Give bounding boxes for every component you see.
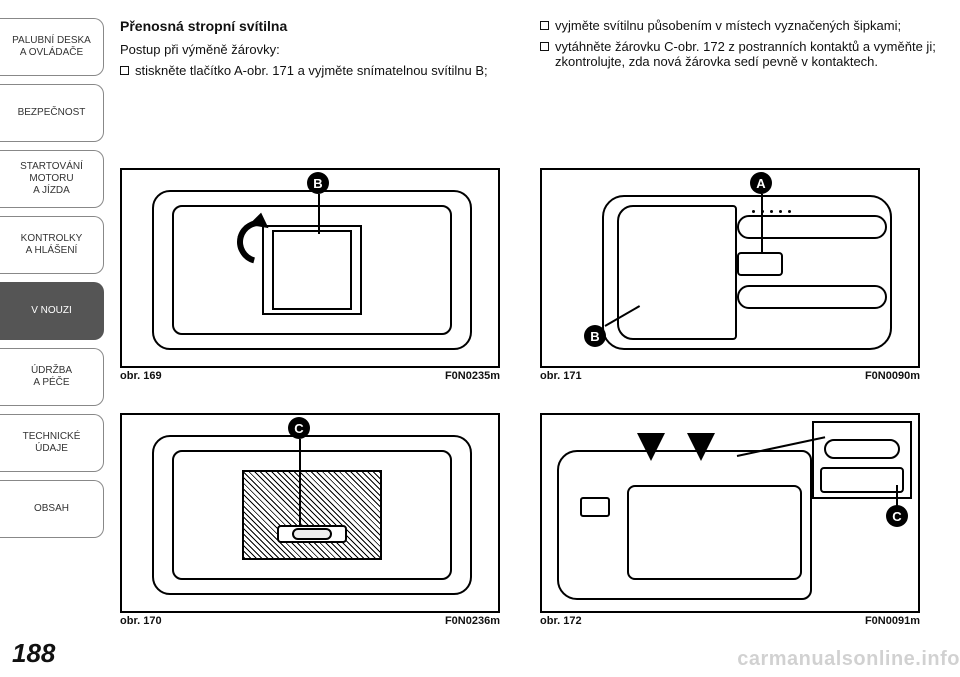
callout-c: C xyxy=(288,417,310,439)
figure-caption: obr. 169 F0N0235m xyxy=(120,370,500,382)
figure-number: obr. 169 xyxy=(120,370,162,382)
callout-b: B xyxy=(307,172,329,194)
bullet-text: vytáhněte žárovku C-obr. 172 z postranní… xyxy=(555,39,940,69)
nav-maintenance[interactable]: ÚDRŽBAA PÉČE xyxy=(0,348,104,406)
figure-number: obr. 172 xyxy=(540,615,582,627)
figure-code: F0N0235m xyxy=(445,370,500,382)
figure-box: C xyxy=(540,413,920,613)
bullet-icon xyxy=(120,66,129,75)
nav-label: PALUBNÍ DESKAA OVLÁDAČE xyxy=(12,35,91,59)
callout-b: B xyxy=(584,325,606,347)
page-number: 188 xyxy=(12,638,55,669)
section-heading: Přenosná stropní svítilna xyxy=(120,18,520,34)
callout-c: C xyxy=(886,505,908,527)
figure-number: obr. 170 xyxy=(120,615,162,627)
figure-box: C xyxy=(120,413,500,613)
nav-warnings[interactable]: KONTROLKYA HLÁŠENÍ xyxy=(0,216,104,274)
page-content: Přenosná stropní svítilna Postup při vým… xyxy=(120,18,942,658)
intro-line: Postup při výměně žárovky: xyxy=(120,42,520,57)
nav-label: BEZPEČNOST xyxy=(18,107,86,119)
figure-170: C obr. 170 F0N0236m xyxy=(120,413,500,627)
figure-172: C obr. 172 F0N0091m xyxy=(540,413,920,627)
nav-label: V NOUZI xyxy=(31,305,72,317)
nav-dashboard[interactable]: PALUBNÍ DESKAA OVLÁDAČE xyxy=(0,18,104,76)
nav-label: KONTROLKYA HLÁŠENÍ xyxy=(21,233,83,257)
nav-label: STARTOVÁNÍMOTORUA JÍZDA xyxy=(20,161,83,197)
bullet-icon xyxy=(540,21,549,30)
right-column: vyjměte svítilnu působením v místech vyz… xyxy=(540,18,940,75)
figure-box: B xyxy=(120,168,500,368)
figure-number: obr. 171 xyxy=(540,370,582,382)
sidebar-nav: PALUBNÍ DESKAA OVLÁDAČE BEZPEČNOST START… xyxy=(0,0,110,677)
watermark: carmanualsonline.info xyxy=(737,648,960,671)
figure-code: F0N0091m xyxy=(865,615,920,627)
left-column: Přenosná stropní svítilna Postup při vým… xyxy=(120,18,520,84)
figure-code: F0N0236m xyxy=(445,615,500,627)
nav-safety[interactable]: BEZPEČNOST xyxy=(0,84,104,142)
figure-caption: obr. 172 F0N0091m xyxy=(540,615,920,627)
bullet-icon xyxy=(540,42,549,51)
figure-caption: obr. 170 F0N0236m xyxy=(120,615,500,627)
figure-169: B obr. 169 F0N0235m xyxy=(120,168,500,382)
bullet-text: stiskněte tlačítko A-obr. 171 a vyjměte … xyxy=(135,63,488,78)
figure-code: F0N0090m xyxy=(865,370,920,382)
nav-starting[interactable]: STARTOVÁNÍMOTORUA JÍZDA xyxy=(0,150,104,208)
figure-caption: obr. 171 F0N0090m xyxy=(540,370,920,382)
bullet-item: vytáhněte žárovku C-obr. 172 z postranní… xyxy=(540,39,940,69)
bullet-text: vyjměte svítilnu působením v místech vyz… xyxy=(555,18,901,33)
figure-171: A B obr. 171 F0N0090m xyxy=(540,168,920,382)
nav-label: ÚDRŽBAA PÉČE xyxy=(31,365,72,389)
nav-label: OBSAH xyxy=(34,503,69,515)
nav-label: TECHNICKÉÚDAJE xyxy=(23,431,81,455)
callout-a: A xyxy=(750,172,772,194)
bullet-item: vyjměte svítilnu působením v místech vyz… xyxy=(540,18,940,33)
bullet-item: stiskněte tlačítko A-obr. 171 a vyjměte … xyxy=(120,63,520,78)
nav-techdata[interactable]: TECHNICKÉÚDAJE xyxy=(0,414,104,472)
nav-index[interactable]: OBSAH xyxy=(0,480,104,538)
figure-box: A B xyxy=(540,168,920,368)
nav-emergency[interactable]: V NOUZI xyxy=(0,282,104,340)
